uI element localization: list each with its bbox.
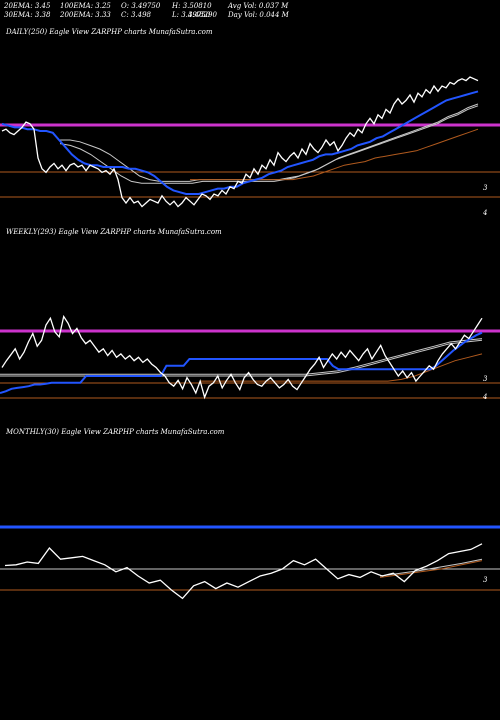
daily-chart-title: DAILY(250) Eagle View ZARPHP charts Muna…	[6, 28, 213, 36]
monthly-chart-svg: 3	[0, 525, 500, 600]
monthly-trend-line-2	[379, 560, 483, 578]
daily-price-line	[1, 76, 479, 208]
avg-volume-value: Avg Vol: 0.037 M	[228, 2, 289, 10]
ema30-value: 30EMA: 3.38	[4, 11, 51, 19]
daily-ema-slow-line-1	[60, 103, 479, 182]
open-value: O: 3.49750	[121, 2, 161, 10]
daily-ema-slow-line-2	[59, 105, 479, 184]
ema200-value: 200EMA: 3.33	[60, 11, 111, 19]
monthly-trend-line-1	[379, 558, 483, 577]
day-volume-value: Day Vol: 0.044 M	[228, 11, 289, 19]
daily-ema-fast-line	[1, 90, 479, 195]
weekly-ema-slow-line-1	[0, 338, 483, 375]
weekly-ema-slow-line-2	[0, 339, 483, 377]
weekly-chart-panel: WEEKLY(293) Eagle View ZARPHP charts Mun…	[0, 226, 500, 426]
high-value: H: 3.50810	[172, 2, 212, 10]
daily-right-label-1: 3	[483, 184, 488, 192]
weekly-chart-svg: 3 4	[0, 314, 500, 401]
weekly-chart-title: WEEKLY(293) Eagle View ZARPHP charts Mun…	[6, 228, 222, 236]
ema100-value: 100EMA: 3.25	[60, 2, 111, 10]
ema20-value: 20EMA: 3.45	[4, 2, 51, 10]
monthly-chart-title: MONTHLY(30) Eagle View ZARPHP charts Mun…	[6, 428, 225, 436]
daily-chart-panel: DAILY(250) Eagle View ZARPHP charts Muna…	[0, 26, 500, 226]
daily-chart-svg: 3 4	[0, 76, 500, 217]
daily-support-trend-line	[190, 128, 479, 181]
weekly-ema-fast-line	[0, 331, 483, 394]
weekly-right-label-2: 4	[482, 393, 487, 401]
daily-right-label-2: 4	[482, 209, 487, 217]
monthly-right-label-1: 3	[483, 576, 488, 584]
weekly-right-label-1: 3	[483, 375, 488, 383]
weekly-price-line	[1, 314, 483, 400]
low-overlap-value: 3.48290	[188, 11, 217, 19]
weekly-support-trend-line	[200, 353, 483, 382]
monthly-chart-panel: MONTHLY(30) Eagle View ZARPHP charts Mun…	[0, 426, 500, 626]
low-value: L: 3.49750	[172, 11, 211, 19]
monthly-price-line	[4, 543, 483, 600]
close-value: C: 3.498	[121, 11, 151, 19]
